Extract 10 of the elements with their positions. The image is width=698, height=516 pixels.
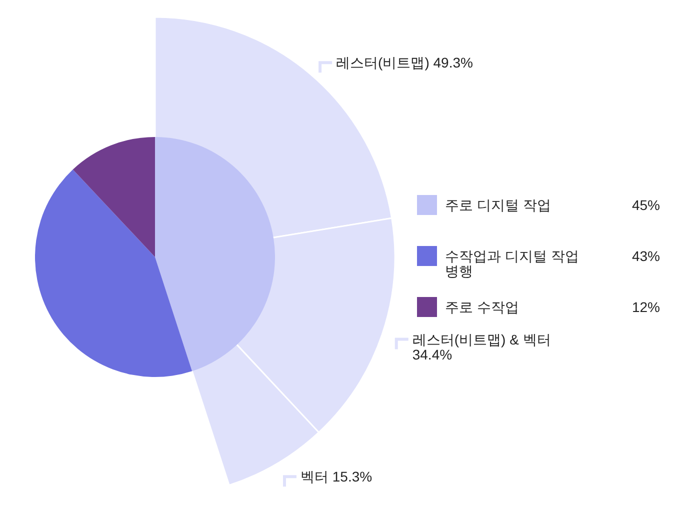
slice-label: 레스터(비트맵) & 벡터 — [412, 331, 551, 348]
data-label: 45% — [632, 197, 660, 213]
legend-label: 주로 수작업 — [445, 299, 519, 315]
legend-label: 주로 디지털 작업 — [445, 197, 551, 213]
data-label: 12% — [632, 299, 660, 315]
data-label: 43% — [632, 248, 660, 264]
slice-label: 벡터 15.3% — [300, 468, 372, 485]
legend-label: 수작업과 디지털 작업 병행 — [445, 248, 579, 279]
slice-label: 레스터(비트맵) 49.3% — [336, 54, 473, 71]
data-label: 34.4% — [412, 346, 452, 362]
